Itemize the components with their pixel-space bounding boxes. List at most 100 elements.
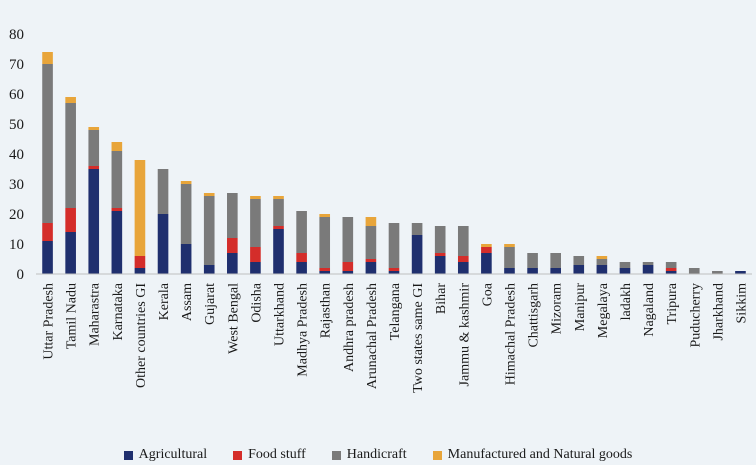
- x-tick-label: Maharastra: [88, 282, 103, 346]
- bar-segment-handicraft: [180, 184, 192, 244]
- bar-segment-agricultural: [388, 271, 400, 274]
- bar-segment-handicraft: [665, 262, 677, 268]
- x-tick-label: Mizoram: [550, 283, 565, 334]
- legend-swatch-manufactured-natural: [432, 450, 442, 460]
- bar-segment-agricultural: [157, 214, 169, 274]
- bar-segment-food-stuff: [88, 166, 100, 169]
- x-tick-label: Assam: [180, 283, 195, 321]
- x-tick-label: West Bengal: [226, 283, 241, 354]
- bar-segment-agricultural: [619, 268, 631, 274]
- y-tick-label: 0: [17, 267, 25, 283]
- bar-segment-handicraft: [296, 211, 307, 253]
- legend-label-agricultural: Agricultural: [138, 447, 208, 462]
- legend: Agricultural Food stuff Handicraft Manuf…: [0, 445, 756, 465]
- bar-segment-agricultural: [273, 229, 284, 274]
- y-tick-label: 40: [9, 147, 24, 163]
- bar-segment-manufactured-and-natural-goods: [134, 160, 146, 256]
- bar-segment-agricultural: [573, 265, 585, 274]
- bar-segment-agricultural: [642, 265, 654, 274]
- bar-segment-food-stuff: [481, 247, 492, 253]
- bar-segment-handicraft: [573, 256, 585, 265]
- stacked-bar-chart: 0 10 20 30 40 50 60 70 80 Uttar Pradesh Tamil Nad…: [9, 27, 752, 393]
- bar-segment-agricultural: [180, 244, 192, 274]
- x-tick-label: Puducherry: [688, 283, 703, 348]
- x-tick-label: Jharkhand: [711, 283, 726, 341]
- x-tick-label: Goa: [480, 282, 495, 306]
- x-tick-label: Tamil Nadu: [65, 283, 80, 349]
- x-tick-label: Megalaya: [596, 282, 611, 338]
- bar-segment-handicraft: [342, 217, 354, 262]
- bar-segment-handicraft: [88, 130, 100, 166]
- x-tick-label: Other countries GI: [134, 283, 149, 388]
- x-tick-label: Sikkim: [734, 283, 749, 324]
- x-tick-label: Jammu & kashmir: [457, 283, 472, 387]
- bar-segment-handicraft: [111, 151, 123, 208]
- y-tick-label: 10: [9, 237, 24, 253]
- bar-segment-food-stuff: [457, 256, 469, 262]
- bar-segment-food-stuff: [296, 253, 307, 262]
- bar-segment-food-stuff: [388, 268, 400, 271]
- bar-segment-handicraft: [688, 268, 700, 274]
- bar-segment-manufactured-and-natural-goods: [42, 52, 53, 64]
- legend-item-handicraft: Handicraft: [331, 447, 407, 463]
- legend-swatch-agricultural: [123, 450, 133, 460]
- bar-segment-manufactured-and-natural-goods: [596, 256, 608, 259]
- x-tick-label: Rajasthan: [319, 283, 334, 338]
- x-axis: Uttar Pradesh Tamil Nadu Maharastra Karnata…: [36, 273, 752, 393]
- legend-label-manufactured-natural: Manufactured and Natural goods: [447, 447, 633, 462]
- x-tick-label: Nagaland: [642, 283, 657, 337]
- bar-segment-agricultural: [527, 268, 538, 274]
- bar-segment-food-stuff: [365, 259, 377, 262]
- x-tick-label: Gujarat: [203, 283, 218, 325]
- y-tick-label: 70: [9, 57, 24, 73]
- y-tick-label: 80: [9, 27, 24, 43]
- x-tick-label: Telangana: [388, 282, 403, 340]
- bar-segment-manufactured-and-natural-goods: [365, 217, 377, 226]
- x-tick-label: ladakh: [619, 283, 634, 320]
- bar-segment-handicraft: [388, 223, 400, 268]
- legend-label-food-stuff: Food stuff: [248, 447, 306, 462]
- bar-segment-handicraft: [319, 217, 331, 268]
- bar-segment-handicraft: [504, 247, 515, 268]
- bar-segment-food-stuff: [134, 256, 146, 268]
- bar-segment-agricultural: [227, 253, 238, 274]
- bar-segment-agricultural: [65, 232, 76, 274]
- bar-segment-handicraft: [203, 196, 215, 265]
- bar-segment-food-stuff: [42, 223, 53, 241]
- bar-segment-handicraft: [550, 253, 561, 268]
- bar-segment-food-stuff: [111, 208, 123, 211]
- x-tick-label: Arunachal Pradesh: [365, 283, 380, 389]
- bar-segment-food-stuff: [434, 253, 446, 256]
- bar-segment-agricultural: [250, 262, 261, 274]
- legend-label-handicraft: Handicraft: [346, 447, 407, 462]
- bar-segment-food-stuff: [227, 238, 238, 253]
- bar-segment-agricultural: [411, 235, 423, 274]
- bar-segment-handicraft: [642, 262, 654, 265]
- bar-segment-manufactured-and-natural-goods: [481, 244, 492, 247]
- bar-segment-manufactured-and-natural-goods: [203, 193, 215, 196]
- bar-segment-agricultural: [342, 271, 354, 274]
- bar-segment-manufactured-and-natural-goods: [180, 181, 192, 184]
- bar-segment-agricultural: [365, 262, 377, 274]
- bar-segment-agricultural: [735, 271, 746, 274]
- bar-segment-handicraft: [619, 262, 631, 268]
- bar-segment-handicraft: [434, 226, 446, 253]
- y-tick-label: 30: [9, 177, 24, 193]
- bar-segment-agricultural: [42, 241, 53, 274]
- x-tick-label: Uttarkhand: [273, 283, 288, 346]
- bar-segment-manufactured-and-natural-goods: [65, 97, 76, 103]
- bar-segment-manufactured-and-natural-goods: [273, 196, 284, 199]
- bar-segment-agricultural: [481, 253, 492, 274]
- bar-segment-agricultural: [88, 169, 100, 274]
- bar-segment-handicraft: [273, 199, 284, 226]
- x-tick-label: Tripura: [665, 282, 680, 324]
- y-axis: 0 10 20 30 40 50 60 70 80: [9, 27, 24, 283]
- x-tick-label: Uttar Pradesh: [42, 283, 57, 360]
- legend-swatch-food-stuff: [233, 450, 243, 460]
- legend-item-food-stuff: Food stuff: [233, 447, 306, 463]
- bar-segment-handicraft: [527, 253, 538, 268]
- x-tick-label: Odisha: [249, 282, 264, 322]
- legend-item-agricultural: Agricultural: [123, 447, 208, 463]
- bar-segment-handicraft: [457, 226, 469, 256]
